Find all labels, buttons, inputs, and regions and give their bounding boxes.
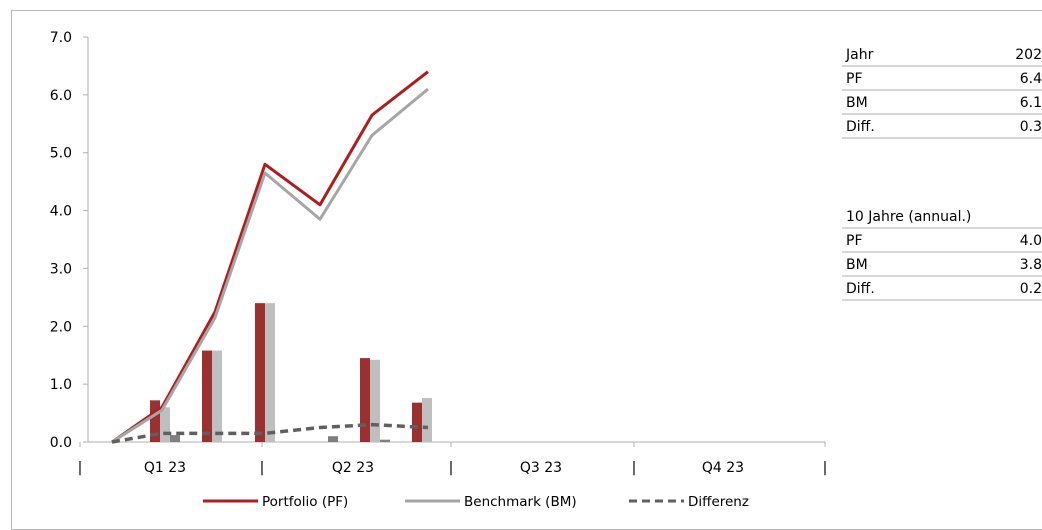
ten-year-table-row-label: BM bbox=[846, 257, 868, 273]
ten-year-table-row-value: 3.8 bbox=[1019, 257, 1042, 273]
bar bbox=[202, 350, 212, 442]
ten-year-table-row-value: 4.0 bbox=[1019, 233, 1042, 249]
bar bbox=[328, 436, 338, 442]
ten-year-table-row-label: PF bbox=[846, 233, 863, 249]
bar bbox=[370, 359, 380, 442]
x-quarter-label: Q4 23 bbox=[702, 460, 744, 476]
year-table-row-bm: BM 6.1 bbox=[842, 91, 1042, 115]
year-table-row-label: PF bbox=[846, 71, 863, 87]
ten-year-table-header-label: 10 Jahre (annual.) bbox=[846, 209, 972, 225]
x-boundary-tick-label: | bbox=[632, 460, 637, 476]
x-quarter-label: Q3 23 bbox=[520, 460, 562, 476]
y-tick-label: 1.0 bbox=[50, 377, 72, 393]
year-table-header-label: Jahr bbox=[846, 47, 874, 63]
ten-year-table-row-diff: Diff. 0.2 bbox=[842, 277, 1042, 301]
year-table-header-value: 202 bbox=[1015, 47, 1042, 63]
performance-chart: 0.0 1.0 2.0 3.0 4.0 5.0 6.0 7.0 | | | | | Q1 23 Q2 23 Q… bbox=[50, 30, 828, 510]
year-table-row-diff: Diff. 0.3 bbox=[842, 115, 1042, 139]
year-table-row-value: 6.1 bbox=[1019, 95, 1042, 111]
series-line-2 bbox=[111, 422, 429, 444]
year-performance-table: Jahr 202 PF 6.4 BM 6.1 Diff. 0.3 bbox=[842, 43, 1042, 139]
y-tick-label: 7.0 bbox=[50, 30, 72, 46]
ten-year-table-row-value: 0.2 bbox=[1019, 281, 1042, 297]
legend-label: Benchmark (BM) bbox=[464, 494, 577, 510]
year-table-row-label: BM bbox=[846, 95, 868, 111]
ten-year-table-row-pf: PF 4.0 bbox=[842, 229, 1042, 253]
y-tick-label: 4.0 bbox=[50, 204, 72, 220]
bar bbox=[255, 303, 265, 442]
series-line-1 bbox=[111, 87, 429, 444]
bar bbox=[380, 439, 390, 442]
year-table-row-label: Diff. bbox=[846, 119, 875, 135]
bar bbox=[150, 400, 160, 442]
bar bbox=[212, 350, 222, 442]
bar bbox=[360, 358, 370, 442]
bar bbox=[422, 398, 432, 442]
year-table-header: Jahr 202 bbox=[842, 43, 1042, 67]
y-tick-label: 3.0 bbox=[50, 261, 72, 277]
ten-year-table-row-bm: BM 3.8 bbox=[842, 253, 1042, 277]
x-boundary-tick-label: | bbox=[78, 460, 83, 476]
year-table-row-value: 6.4 bbox=[1019, 71, 1042, 87]
legend-label: Portfolio (PF) bbox=[262, 494, 348, 510]
y-tick-label: 0.0 bbox=[50, 435, 72, 451]
bar bbox=[170, 435, 180, 442]
x-boundary-tick-label: | bbox=[823, 460, 828, 476]
y-tick-label: 2.0 bbox=[50, 319, 72, 335]
year-table-row-value: 0.3 bbox=[1019, 119, 1042, 135]
legend-label: Differenz bbox=[688, 494, 749, 510]
ten-year-table-header: 10 Jahre (annual.) bbox=[842, 205, 1042, 229]
ten-year-table-row-label: Diff. bbox=[846, 281, 875, 297]
bar bbox=[412, 402, 422, 442]
y-tick-label: 6.0 bbox=[50, 88, 72, 104]
bar bbox=[265, 303, 275, 442]
y-tick-label: 5.0 bbox=[50, 146, 72, 162]
x-boundary-tick-label: | bbox=[449, 460, 454, 476]
x-boundary-tick-label: | bbox=[260, 460, 265, 476]
year-table-row-pf: PF 6.4 bbox=[842, 67, 1042, 91]
bar bbox=[160, 407, 170, 442]
ten-year-performance-table: 10 Jahre (annual.) PF 4.0 BM 3.8 Diff. 0… bbox=[842, 205, 1042, 301]
x-quarter-label: Q2 23 bbox=[332, 460, 374, 476]
x-quarter-label: Q1 23 bbox=[144, 460, 186, 476]
